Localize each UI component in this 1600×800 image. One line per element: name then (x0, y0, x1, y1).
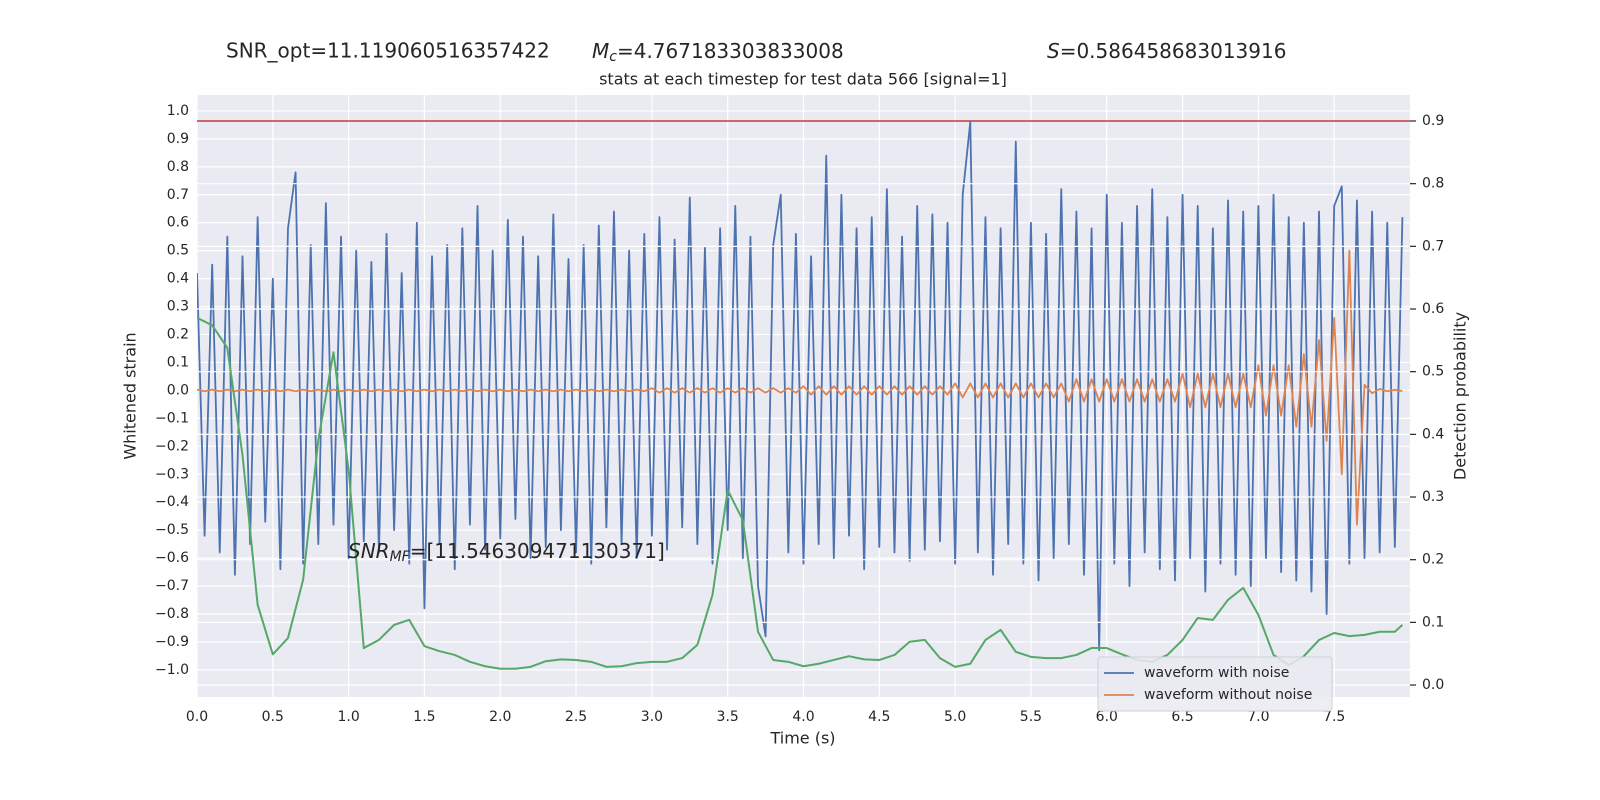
x-tick-label: 0.0 (186, 709, 208, 725)
legend-box (1097, 656, 1333, 712)
y-tick-label: 0.3 (167, 299, 189, 315)
annotation-text: =[11.546309471130371] (410, 539, 665, 563)
x-tick-label: 7.0 (1247, 709, 1269, 725)
annotation-symbol: S (1047, 39, 1060, 63)
annotation-text: =0.586458683013916 (1060, 39, 1287, 63)
y-tick-label: −0.4 (155, 494, 189, 510)
x-tick-label: 5.5 (1020, 709, 1042, 725)
annotation-text: =4.767183303833008 (617, 39, 844, 63)
annotation: Mc=4.767183303833008 (592, 39, 844, 66)
x-axis-label: Time (s) (769, 729, 835, 748)
y-tick-label: 0.7 (167, 187, 189, 203)
y-tick-label: 0.0 (167, 382, 189, 398)
chart-title: stats at each timestep for test data 566… (599, 70, 1007, 89)
x-tick-label: 4.5 (868, 709, 890, 725)
x-tick-label: 3.5 (717, 709, 739, 725)
annotation-subscript: MF (390, 549, 411, 565)
y-tick-label: 0.2 (167, 327, 189, 343)
y-tick-label: 0.1 (167, 354, 189, 370)
x-tick-label: 3.0 (641, 709, 663, 725)
series-line (197, 121, 1404, 652)
x-tick-label: 6.0 (1096, 709, 1118, 725)
annotation-subscript: c (609, 49, 617, 65)
annotation: SNR_opt=11.119060516357422 (226, 39, 550, 63)
y-tick-label: −0.5 (155, 522, 189, 538)
y-tick-label: −0.3 (155, 466, 189, 482)
x-tick-label: 6.5 (1171, 709, 1193, 725)
y2-tick-label: 0.9 (1422, 113, 1444, 129)
y-tick-label: −0.9 (155, 634, 189, 650)
x-tick-label: 4.0 (792, 709, 814, 725)
y-tick-label: 1.0 (167, 103, 189, 119)
x-tick-label: 0.5 (262, 709, 284, 725)
y-tick-label: −0.2 (155, 438, 189, 454)
y-tick-label: −0.8 (155, 606, 189, 622)
x-tick-label: 5.0 (944, 709, 966, 725)
plot-layer (197, 95, 1410, 697)
y-tick-label: −0.7 (155, 578, 189, 594)
y-tick-label: −0.1 (155, 410, 189, 426)
y2-tick-label: 0.7 (1422, 238, 1444, 254)
x-tick-label: 7.5 (1323, 709, 1345, 725)
y-tick-label: 0.4 (167, 271, 189, 287)
y2-tick-label: 0.2 (1422, 552, 1444, 568)
y2-tick-label: 0.6 (1422, 301, 1444, 317)
y2-tick-label: 0.5 (1422, 364, 1444, 380)
annotation-symbol: M (592, 39, 609, 63)
y2-tick-label: 0.0 (1422, 677, 1444, 693)
labels: 0.0 0.5 1.0 1.5 2.0 2.5 3.0 3.5 4.0 4.5 5.0 5.5 6.0 6… (155, 103, 1444, 725)
x-tick-label: 1.0 (337, 709, 359, 725)
y-tick-label: −1.0 (155, 662, 189, 678)
annotation: S=0.586458683013916 (1047, 39, 1286, 63)
annotation: SNRMF=[11.546309471130371] (348, 539, 665, 566)
y-tick-label: 0.5 (167, 243, 189, 259)
y2-tick-label: 0.1 (1422, 614, 1444, 630)
annotation-symbol: SNR (348, 539, 390, 563)
x-tick-label: 1.5 (413, 709, 435, 725)
y-tick-label: −0.6 (155, 550, 189, 566)
y-tick-label: 0.8 (167, 159, 189, 175)
y2-axis-label: Detection probability (1451, 312, 1470, 480)
y2-tick-label: 0.8 (1422, 176, 1444, 192)
y-axis-label: Whitened strain (121, 332, 140, 459)
legend-label: waveform with noise (1144, 665, 1289, 681)
y2-tick-label: 0.3 (1422, 489, 1444, 505)
y-tick-label: 0.6 (167, 215, 189, 231)
y-tick-label: 0.9 (167, 131, 189, 147)
x-tick-label: 2.0 (489, 709, 511, 725)
plot-layer-top (197, 120, 1410, 686)
legend: waveform with noise waveform without nois… (1097, 656, 1333, 712)
y2-tick-label: 0.4 (1422, 426, 1444, 442)
x-tick-label: 2.5 (565, 709, 587, 725)
series-line (197, 249, 1403, 526)
series-line (197, 316, 1404, 670)
legend-label: waveform without noise (1144, 687, 1312, 703)
